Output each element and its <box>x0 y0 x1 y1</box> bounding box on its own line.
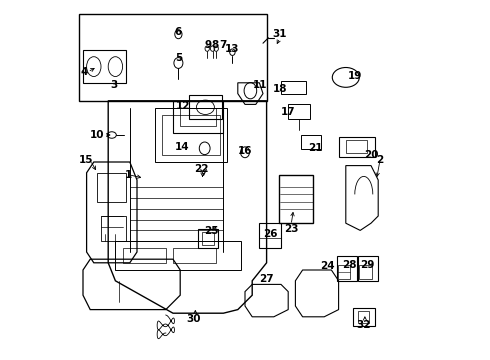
Bar <box>337 256 357 281</box>
Text: 20: 20 <box>365 150 379 160</box>
Bar <box>122 248 166 263</box>
Text: 13: 13 <box>225 44 240 54</box>
Text: 28: 28 <box>342 260 357 270</box>
Text: 22: 22 <box>195 164 209 174</box>
Text: 12: 12 <box>176 101 190 111</box>
Bar <box>155 108 227 162</box>
Bar <box>173 248 216 263</box>
Bar <box>339 137 374 157</box>
Text: 29: 29 <box>360 260 374 270</box>
Bar <box>173 101 223 133</box>
Text: 5: 5 <box>175 53 182 63</box>
Bar <box>202 232 215 245</box>
Text: 24: 24 <box>320 261 334 271</box>
Bar <box>116 241 242 270</box>
Text: 31: 31 <box>272 29 287 39</box>
Text: 27: 27 <box>259 274 274 284</box>
Bar <box>301 135 320 149</box>
Bar <box>198 229 218 248</box>
Bar <box>98 173 126 202</box>
Text: 2: 2 <box>376 155 384 165</box>
Bar <box>259 223 281 248</box>
Bar <box>279 175 314 223</box>
Text: 16: 16 <box>238 146 252 156</box>
Bar <box>101 216 126 241</box>
Bar <box>189 95 221 119</box>
Bar <box>358 256 378 281</box>
Bar <box>353 308 374 326</box>
Bar <box>358 311 369 323</box>
Bar <box>83 50 126 83</box>
Text: 3: 3 <box>110 80 117 90</box>
Text: 19: 19 <box>347 71 362 81</box>
Text: 14: 14 <box>175 142 189 152</box>
Bar <box>360 265 372 279</box>
Text: 15: 15 <box>78 155 93 165</box>
Bar <box>180 108 216 126</box>
Text: 23: 23 <box>284 224 298 234</box>
Text: 1: 1 <box>124 170 132 180</box>
Text: 8: 8 <box>212 40 219 50</box>
Bar <box>288 104 310 119</box>
Text: 18: 18 <box>273 84 288 94</box>
Text: 10: 10 <box>90 130 104 140</box>
Text: 7: 7 <box>220 40 227 50</box>
Text: 25: 25 <box>204 226 219 236</box>
Text: 4: 4 <box>80 67 88 77</box>
Text: 11: 11 <box>253 80 268 90</box>
Bar <box>338 265 350 279</box>
Bar <box>281 81 306 94</box>
Text: 30: 30 <box>187 314 201 324</box>
Text: 26: 26 <box>263 229 277 239</box>
Bar <box>346 140 368 153</box>
Bar <box>79 14 267 101</box>
Text: 21: 21 <box>308 143 322 153</box>
Bar <box>162 115 220 155</box>
Text: 32: 32 <box>357 320 371 330</box>
Text: 6: 6 <box>174 27 181 37</box>
Text: 9: 9 <box>205 40 212 50</box>
Text: 17: 17 <box>281 107 295 117</box>
